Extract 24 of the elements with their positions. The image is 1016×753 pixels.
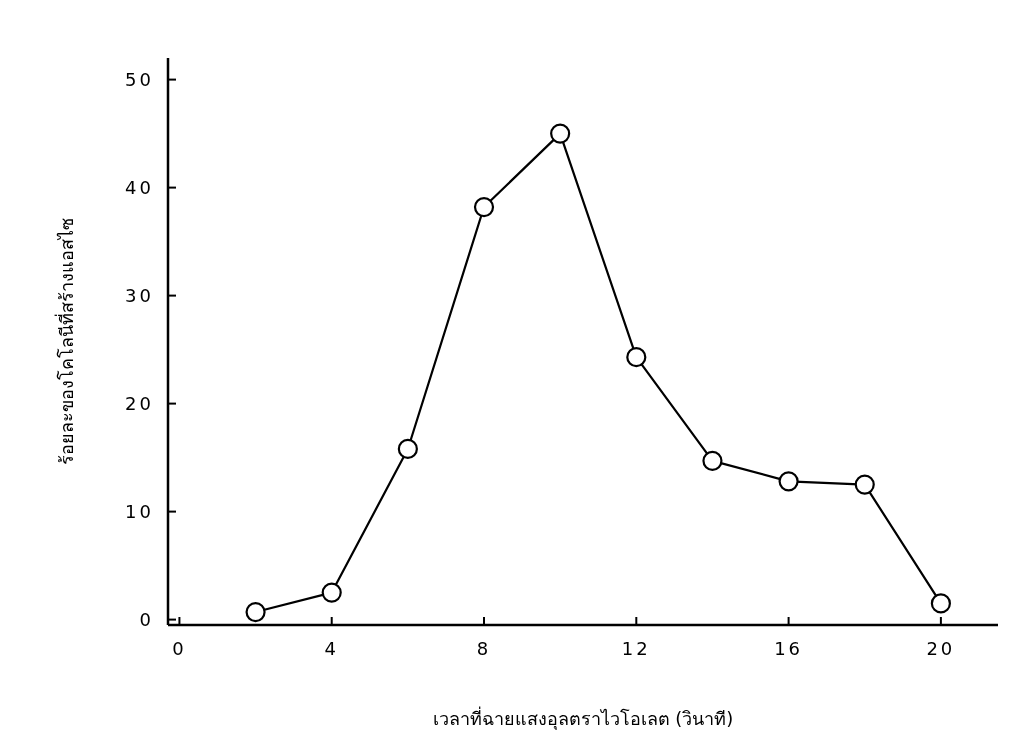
- point: [778, 471, 799, 492]
- y-tick-label: 40: [125, 176, 154, 198]
- point: [550, 123, 571, 144]
- x-tick-label: 0: [172, 638, 187, 659]
- y-axis-title: ร้อยละของโคโลนีที่สร้างแอสไซ: [54, 218, 77, 465]
- x-axis-title: เวลาที่ฉายแสงอุลตราไวโอเลต (วินาที): [432, 706, 734, 730]
- x-tick-label: 8: [476, 638, 492, 659]
- point: [626, 347, 647, 368]
- point: [245, 601, 266, 623]
- x-tick-label: 20: [926, 638, 956, 659]
- point: [930, 593, 951, 614]
- point: [321, 582, 342, 603]
- y-tick-label: 10: [125, 500, 154, 522]
- y-tick-label: 20: [125, 392, 154, 414]
- y-tick-label: 50: [125, 68, 154, 90]
- x-tick-label: 12: [621, 638, 651, 659]
- point: [473, 196, 495, 218]
- x-tick-label: 16: [774, 638, 804, 659]
- point: [397, 438, 418, 460]
- point: [702, 450, 723, 471]
- y-tick-label: 0: [139, 608, 154, 630]
- point: [854, 474, 875, 495]
- x-tick-label: 4: [324, 638, 339, 659]
- y-tick-label: 30: [125, 284, 154, 306]
